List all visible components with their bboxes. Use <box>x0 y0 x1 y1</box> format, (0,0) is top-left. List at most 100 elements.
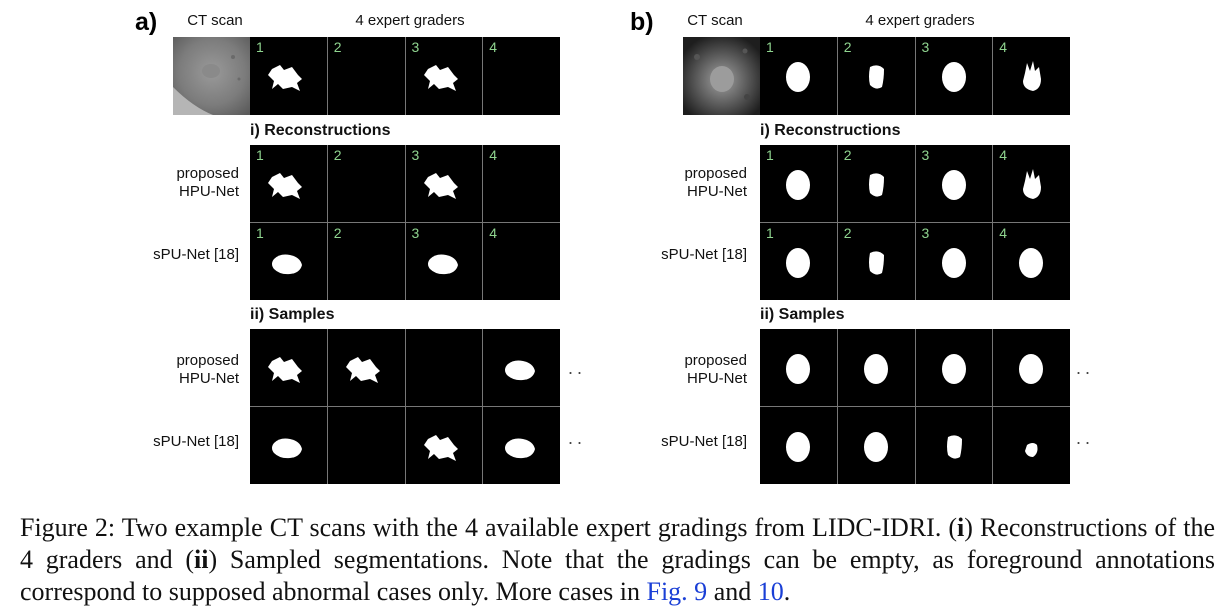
segmentation-cell: 4 <box>993 223 1070 300</box>
row-label-spunet: sPU-Net [18] <box>661 246 747 263</box>
grader-number: 4 <box>489 39 498 55</box>
row-label-line: HPU-Net <box>178 183 239 200</box>
segmentation-cell <box>915 329 994 406</box>
grader-number: 3 <box>411 39 420 55</box>
segmentation-cell: 1 <box>760 37 838 115</box>
caption-text: ) Sampled segmentations. Note that the g… <box>20 545 1215 606</box>
panel-label: b) <box>630 8 654 36</box>
grader-number: 3 <box>411 225 420 241</box>
reconstructions-grid: 1 2 3 4 1 2 3 4 <box>760 145 1070 300</box>
segmentation-cell: 2 <box>837 37 916 115</box>
grader-number: 2 <box>843 147 852 163</box>
row-label-proposed: proposed HPU-Net <box>630 165 747 201</box>
segmentation-mask <box>941 354 966 384</box>
segmentation-cell: 2 <box>327 37 406 115</box>
row-label-line: HPU-Net <box>686 183 747 200</box>
segmentation-cell <box>483 407 560 484</box>
ct-scan-header: CT scan <box>187 12 243 29</box>
grid-row: 1 2 3 4 <box>250 145 560 223</box>
expert-graders-header: 4 expert graders <box>355 12 465 29</box>
segmentation-cell <box>993 329 1070 406</box>
grader-number: 2 <box>333 225 342 241</box>
segmentation-cell: 3 <box>405 223 484 300</box>
grader-number: 2 <box>333 39 342 55</box>
row-label-line: proposed <box>176 352 239 369</box>
segmentation-mask <box>941 248 966 278</box>
panel-b: b) CT scan 4 expert graders 1 2 3 4 i) Reco… <box>630 0 1190 490</box>
segmentation-mask <box>863 432 888 462</box>
grader-number: 4 <box>999 225 1008 241</box>
ellipsis: .. <box>1076 358 1095 378</box>
segmentation-mask <box>505 360 536 381</box>
grader-number: 1 <box>256 147 264 163</box>
segmentation-cell: 3 <box>915 37 994 115</box>
segmentation-cell: 4 <box>483 223 560 300</box>
ct-scan-header: CT scan <box>687 12 743 29</box>
panel-a: a) CT scan 4 expert graders 1 2 3 4 i) Reco… <box>135 0 695 490</box>
segmentation-cell: 1 <box>250 145 328 222</box>
grader-number: 4 <box>489 225 498 241</box>
segmentation-cell <box>327 407 406 484</box>
segmentation-cell: 3 <box>405 145 484 222</box>
expert-graders-header: 4 expert graders <box>865 12 975 29</box>
segmentation-mask <box>268 65 302 91</box>
row-label-proposed: proposed HPU-Net <box>135 352 239 388</box>
ellipsis: .. <box>568 428 587 448</box>
reconstructions-grid: 1 2 3 4 1 2 3 4 <box>250 145 560 300</box>
segmentation-cell: 2 <box>327 223 406 300</box>
grader-number: 4 <box>999 39 1008 55</box>
grader-number: 3 <box>921 225 930 241</box>
samples-grid <box>760 329 1070 484</box>
segmentation-mask <box>423 65 458 91</box>
grader-number: 2 <box>843 39 852 55</box>
segmentation-mask <box>272 438 302 459</box>
grader-number: 4 <box>999 147 1008 163</box>
segmentation-mask <box>941 62 966 92</box>
row-label-spunet: sPU-Net [18] <box>153 246 239 263</box>
segmentation-mask <box>505 438 536 459</box>
row-label-line: HPU-Net <box>686 370 747 387</box>
segmentation-cell <box>250 407 328 484</box>
expert-gradings-row: 1 2 3 4 <box>250 37 560 115</box>
segmentation-mask <box>863 354 888 384</box>
grader-number: 1 <box>766 39 774 55</box>
section-reconstructions: i) Reconstructions <box>250 122 391 139</box>
row-label-spunet: sPU-Net [18] <box>153 433 239 450</box>
segmentation-cell <box>327 329 406 406</box>
segmentation-cell: 3 <box>915 223 994 300</box>
figure-reference-link[interactable]: Fig. 9 <box>646 577 708 606</box>
grader-number: 2 <box>843 225 852 241</box>
segmentation-cell <box>250 329 328 406</box>
panel-label: a) <box>135 8 158 36</box>
segmentation-mask <box>268 173 302 199</box>
segmentation-mask <box>1019 354 1044 384</box>
segmentation-mask <box>427 254 458 275</box>
segmentation-mask <box>268 357 302 383</box>
caption-text: Figure 2: Two example CT scans with the … <box>20 513 958 542</box>
segmentation-mask <box>868 173 884 197</box>
segmentation-cell: 1 <box>250 223 328 300</box>
segmentation-cell <box>405 329 484 406</box>
segmentation-cell <box>405 407 484 484</box>
grader-number: 1 <box>766 147 774 163</box>
segmentation-mask <box>786 62 810 92</box>
segmentation-mask <box>1023 169 1042 199</box>
samples-grid <box>250 329 560 484</box>
grader-number: 3 <box>921 147 930 163</box>
ellipsis: .. <box>1076 428 1095 448</box>
grid-row <box>760 407 1070 484</box>
figure-reference-link[interactable]: 10 <box>757 577 784 606</box>
caption-bold: ii <box>194 545 209 574</box>
grid-row <box>760 329 1070 407</box>
segmentation-cell <box>837 407 916 484</box>
segmentation-mask <box>786 170 810 200</box>
grader-number: 1 <box>256 39 264 55</box>
segmentation-mask <box>786 248 810 278</box>
segmentation-cell: 4 <box>483 145 560 222</box>
caption-text: and <box>707 577 758 606</box>
segmentation-cell <box>915 407 994 484</box>
segmentation-cell: 2 <box>837 223 916 300</box>
segmentation-cell: 1 <box>760 223 838 300</box>
segmentation-cell <box>837 329 916 406</box>
segmentation-mask <box>786 354 810 384</box>
